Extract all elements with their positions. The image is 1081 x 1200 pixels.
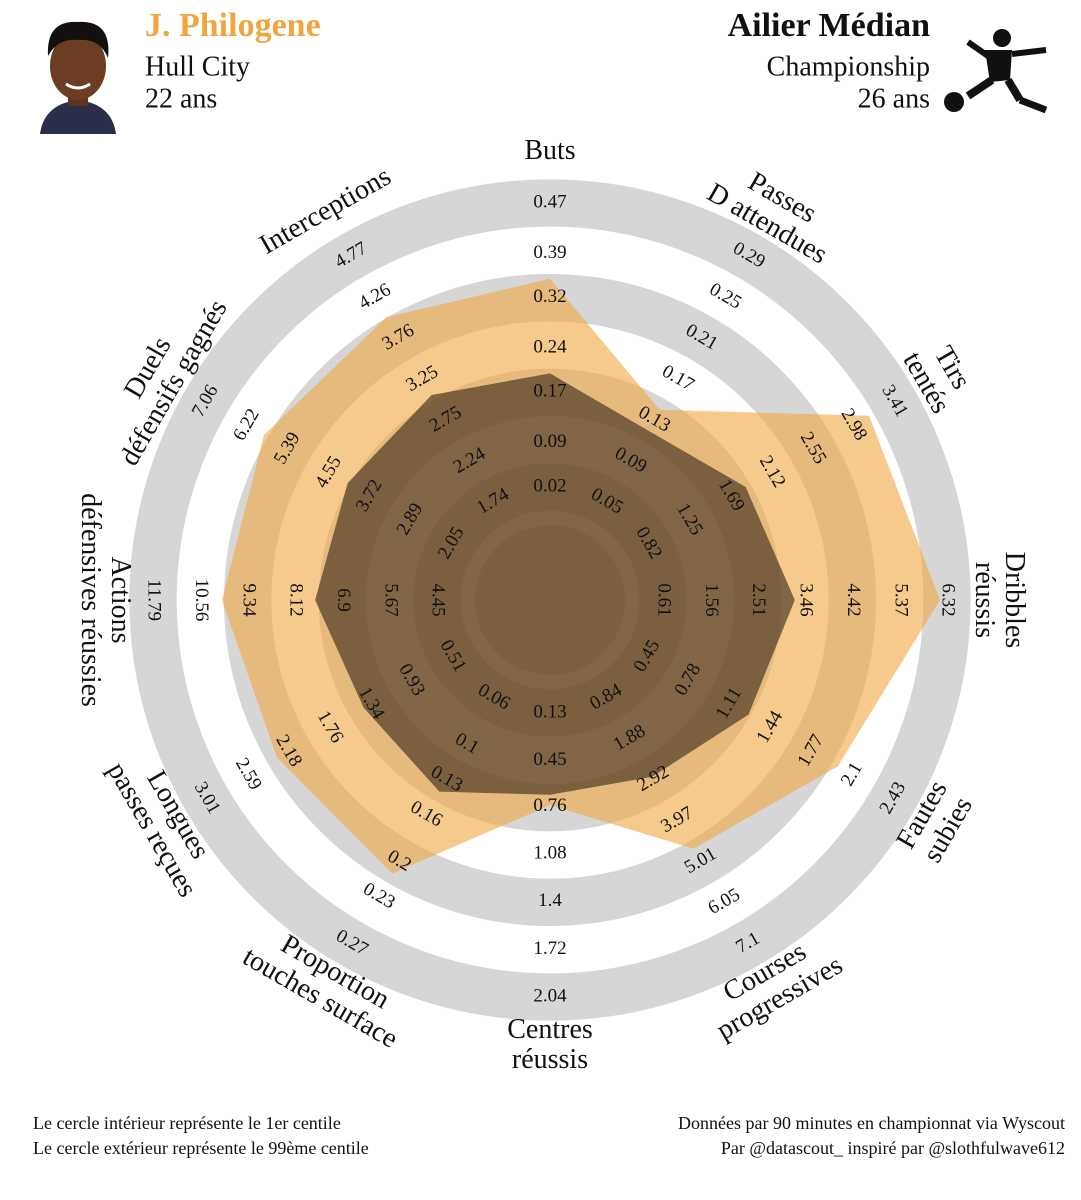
league: Championship bbox=[767, 51, 930, 82]
age: 22 ans bbox=[145, 83, 217, 114]
tick-label: 4.26 bbox=[355, 279, 394, 314]
axis-label-line: réussis bbox=[969, 562, 1000, 638]
tick-label: 5.37 bbox=[890, 583, 911, 616]
axis-label: Actionsdéfensives réussies bbox=[75, 493, 136, 707]
tick-label: 0.24 bbox=[533, 337, 567, 358]
player-icon bbox=[944, 29, 1048, 114]
tick-label: 6.05 bbox=[704, 884, 743, 919]
tick-label: 0.02 bbox=[533, 475, 566, 496]
tick-label: 0.17 bbox=[533, 381, 566, 402]
ring-band bbox=[129, 179, 971, 1021]
radar-area bbox=[315, 373, 795, 795]
tick-label: 1.56 bbox=[701, 583, 722, 616]
radar: 0.020.090.170.240.320.390.470.050.090.13… bbox=[75, 135, 1030, 1075]
footer-note: Le cercle extérieur représente le 99ème … bbox=[33, 1138, 369, 1158]
axis-label-line: Actions bbox=[105, 556, 136, 643]
footer-note: Le cercle intérieur représente le 1er ce… bbox=[33, 1113, 341, 1133]
tick-label: 1.72 bbox=[533, 938, 566, 959]
tick-label: 6.32 bbox=[938, 583, 959, 616]
tick-label: 6.9 bbox=[333, 588, 354, 612]
tick-label: 10.56 bbox=[191, 579, 212, 622]
tick-label: 2.59 bbox=[231, 754, 266, 793]
axis-label-line: Dribbles bbox=[999, 552, 1030, 648]
tick-label: 0.09 bbox=[533, 431, 566, 452]
footer-source: Par @datascout_ inspiré par @slothfulwav… bbox=[721, 1138, 1065, 1158]
tick-label: 0.17 bbox=[658, 361, 697, 396]
tick-label: 2.51 bbox=[748, 583, 769, 616]
axis-label-line: défensives réussies bbox=[75, 493, 106, 707]
axis-label: Buts bbox=[524, 135, 575, 166]
tick-label: 11.79 bbox=[144, 579, 165, 621]
player-photo bbox=[34, 16, 120, 134]
tick-label: 9.34 bbox=[238, 583, 259, 617]
tick-label: 5.67 bbox=[380, 583, 401, 616]
tick-label: 6.22 bbox=[229, 405, 264, 444]
tick-label: 8.12 bbox=[286, 583, 307, 616]
tick-label: 4.42 bbox=[843, 583, 864, 616]
tick-label: 3.46 bbox=[795, 583, 816, 616]
league-age: 26 ans bbox=[858, 83, 930, 114]
tick-label: 4.45 bbox=[428, 583, 449, 616]
tick-label: 0.25 bbox=[706, 279, 745, 314]
tick-label: 2.04 bbox=[533, 985, 567, 1006]
tick-label: 0.76 bbox=[533, 795, 566, 816]
tick-label: 0.45 bbox=[533, 749, 566, 770]
tick-label: 0.13 bbox=[533, 701, 566, 722]
axis-label-line: réussis bbox=[512, 1044, 588, 1075]
tick-label: 1.08 bbox=[533, 843, 566, 864]
tick-label: 0.39 bbox=[533, 242, 566, 263]
axis-label: Dribblesréussis bbox=[969, 552, 1030, 648]
tick-label: 0.61 bbox=[654, 583, 675, 616]
tick-label: 0.47 bbox=[533, 191, 566, 212]
player-name: J. Philogene bbox=[145, 7, 321, 44]
comparison-name: Ailier Médian bbox=[728, 7, 930, 44]
tick-label: 0.32 bbox=[533, 286, 566, 307]
footer-source: Données par 90 minutes en championnat vi… bbox=[678, 1113, 1065, 1133]
axis-label-line: Centres bbox=[507, 1014, 593, 1045]
tick-label: 2.1 bbox=[837, 759, 867, 790]
axis-label-line: Buts bbox=[524, 135, 575, 166]
club: Hull City bbox=[145, 51, 250, 82]
axis-label: Centres réussis bbox=[507, 1014, 593, 1075]
tick-label: 1.4 bbox=[538, 890, 562, 911]
